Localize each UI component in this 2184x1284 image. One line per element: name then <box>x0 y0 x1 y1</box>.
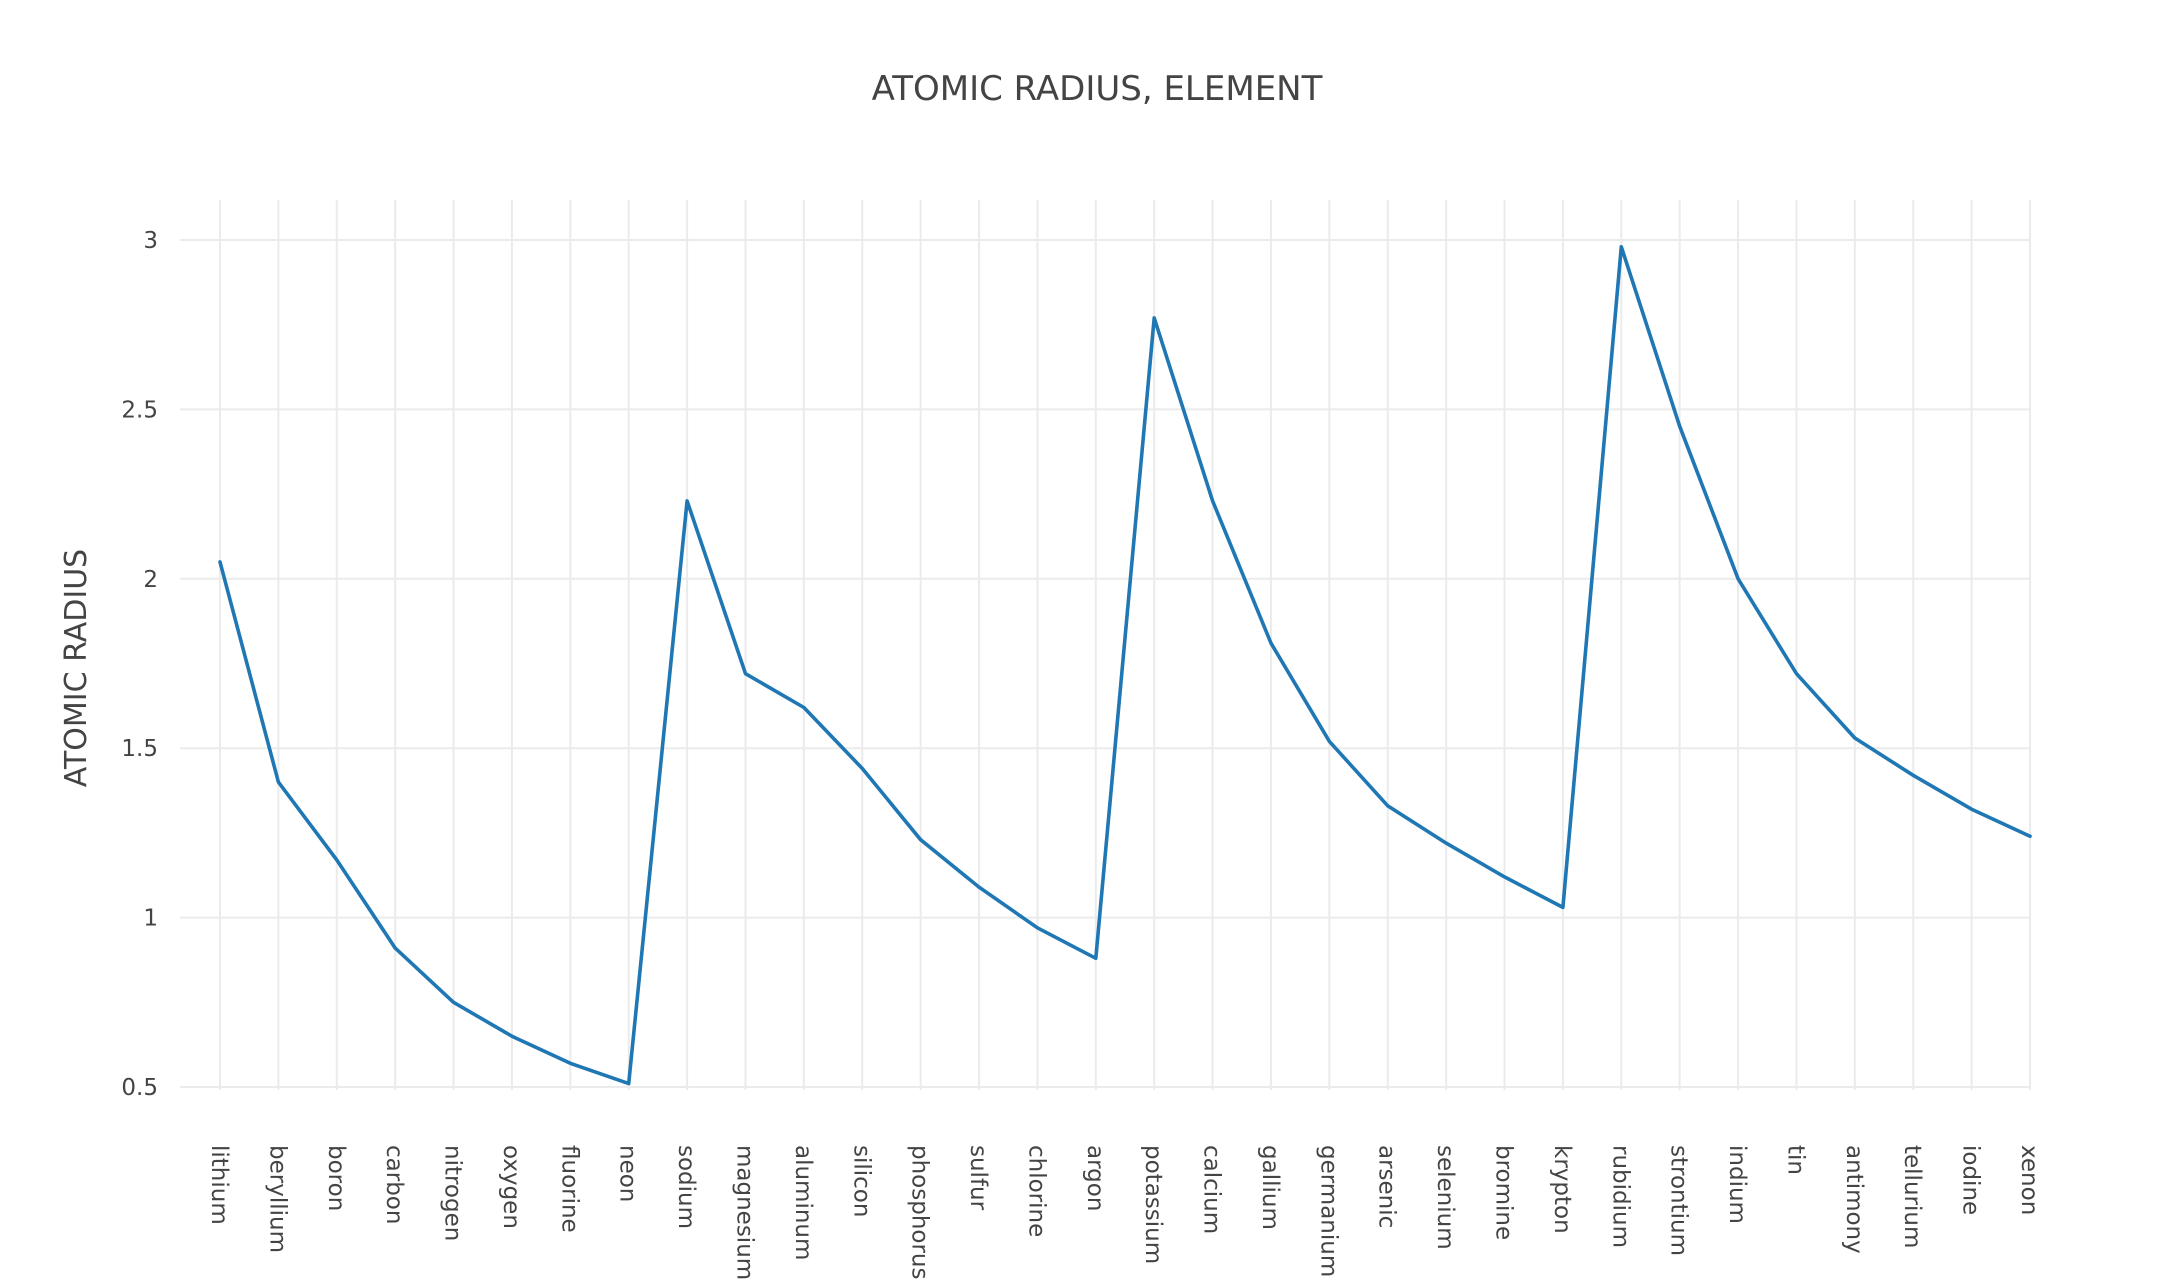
data-point <box>1795 672 1798 675</box>
x-tick-label: xenon <box>2016 1145 2042 1215</box>
data-point <box>919 838 922 841</box>
data-point <box>1328 740 1331 743</box>
data-point <box>1444 841 1448 845</box>
x-tick-label: nitrogen <box>440 1145 466 1241</box>
x-tick-labels: lithium beryllium boron carbon nitrogen oxyge… <box>206 1145 2042 1280</box>
data-point <box>393 946 397 950</box>
data-point <box>744 672 747 675</box>
data-point <box>1386 804 1389 807</box>
data-point <box>1503 875 1506 879</box>
y-tick-label: 0.5 <box>121 1075 158 1101</box>
data-point <box>802 706 806 709</box>
data-point <box>1678 425 1681 428</box>
x-tick-label: krypton <box>1549 1145 1575 1234</box>
y-tick-label: 2.5 <box>121 397 158 423</box>
data-point <box>510 1034 514 1038</box>
x-tick-label: chlorine <box>1023 1145 1049 1237</box>
x-tick-label: potassium <box>1140 1145 1166 1264</box>
y-tick-labels: 0.5 1 1.5 2 2.5 3 <box>121 228 158 1101</box>
data-point <box>569 1062 572 1065</box>
data-point <box>1970 807 1973 811</box>
x-tick-label: rubidium <box>1607 1145 1633 1248</box>
chart-title: ATOMIC RADIUS, ELEMENT <box>872 69 1323 109</box>
y-tick-label: 1.5 <box>121 736 158 762</box>
data-point <box>1620 245 1623 248</box>
x-tick-label: lithium <box>206 1145 232 1225</box>
x-tick-label: aluminum <box>790 1145 816 1260</box>
data-point <box>335 858 338 862</box>
x-tick-label: tin <box>1782 1145 1808 1175</box>
y-tick-label: 2 <box>143 567 158 593</box>
x-tick-label: strontium <box>1666 1145 1692 1256</box>
data-point <box>1269 641 1273 645</box>
data-point <box>977 885 981 889</box>
data-point <box>861 767 864 770</box>
data-point <box>1561 906 1565 909</box>
x-tick-label: calcium <box>1199 1145 1225 1234</box>
x-tick-label: arsenic <box>1374 1145 1400 1228</box>
data-point <box>277 780 280 784</box>
x-tick-label: selenium <box>1432 1145 1458 1250</box>
data-point <box>2028 835 2032 838</box>
data-point <box>685 499 689 503</box>
series-line <box>218 245 2032 1086</box>
data-point <box>1912 774 1915 777</box>
data-point <box>627 1082 630 1085</box>
x-tick-label: fluorine <box>556 1145 582 1233</box>
data-point <box>1094 957 1098 960</box>
x-tick-label: magnesium <box>731 1145 757 1280</box>
data-point <box>1853 736 1857 740</box>
data-point <box>1152 316 1156 320</box>
x-tick-label: antimony <box>1841 1145 1867 1254</box>
x-tick-label: beryllium <box>264 1145 290 1253</box>
x-tick-label: phosphorus <box>907 1145 933 1280</box>
x-tick-label: silicon <box>848 1145 874 1217</box>
x-tick-label: oxygen <box>498 1145 524 1229</box>
y-gridlines <box>180 239 2030 1088</box>
x-tick-label: boron <box>323 1145 349 1211</box>
y-axis-label: ATOMIC RADIUS <box>59 549 94 787</box>
series-layer <box>218 245 2032 1086</box>
x-tick-label: carbon <box>381 1145 407 1224</box>
data-point <box>452 1001 455 1004</box>
data-point <box>1736 577 1740 580</box>
y-tick-label: 3 <box>143 228 158 254</box>
data-point <box>1036 926 1039 929</box>
y-tick-label: 1 <box>143 906 158 932</box>
x-tick-label: germanium <box>1315 1145 1341 1277</box>
x-tick-label: sulfur <box>965 1145 991 1211</box>
x-tick-label: sodium <box>673 1145 699 1229</box>
x-tick-label: indium <box>1724 1145 1750 1224</box>
x-tick-label: argon <box>1082 1145 1108 1211</box>
x-gridlines <box>219 200 2031 1090</box>
x-tick-label: bromine <box>1491 1145 1517 1240</box>
x-tick-label: neon <box>615 1145 641 1202</box>
x-tick-label: gallium <box>1257 1145 1283 1230</box>
data-point <box>1211 499 1214 503</box>
x-tick-label: iodine <box>1958 1145 1984 1215</box>
x-tick-label: tellurium <box>1899 1145 1925 1248</box>
data-point <box>218 560 222 564</box>
